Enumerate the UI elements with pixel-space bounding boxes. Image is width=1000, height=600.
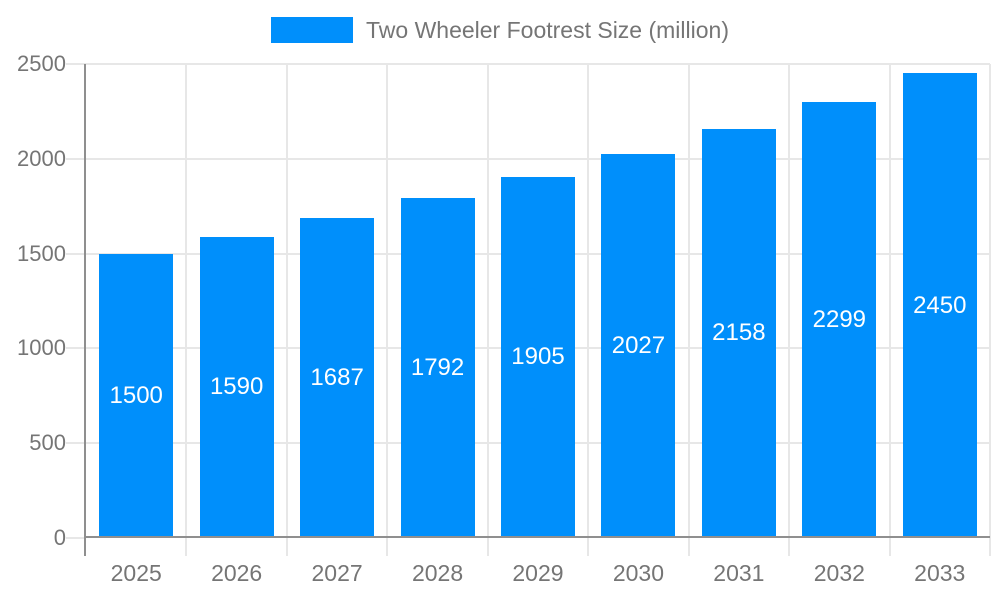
v-gridline xyxy=(386,64,389,556)
v-gridline xyxy=(989,64,991,556)
y-zero-tick xyxy=(66,537,86,539)
bar[interactable]: 2158 xyxy=(701,128,776,538)
bar-value-label: 1590 xyxy=(209,373,264,401)
y-axis-tick-label: 1500 xyxy=(17,240,66,266)
y-axis-tick-label: 1000 xyxy=(17,335,66,361)
chart-legend[interactable]: Two Wheeler Footrest Size (million) xyxy=(0,16,1000,44)
x-axis-tick-label: 2026 xyxy=(211,560,263,586)
legend-label: Two Wheeler Footrest Size (million) xyxy=(366,16,729,43)
x-axis-tick-label: 2030 xyxy=(612,560,665,586)
v-gridline xyxy=(888,64,891,556)
x-axis-line xyxy=(84,536,990,538)
y-axis-tick-label: 0 xyxy=(53,525,66,550)
x-axis-tick-label: 2027 xyxy=(311,560,363,586)
x-axis-tick-label: 2033 xyxy=(914,560,966,586)
v-gridline xyxy=(285,64,288,556)
bar[interactable]: 1590 xyxy=(199,236,274,538)
y-axis-line xyxy=(84,64,86,556)
v-gridline xyxy=(486,64,489,556)
x-axis-tick-label: 2032 xyxy=(813,560,865,586)
x-axis-tick-label: 2029 xyxy=(512,560,564,586)
bar-value-label: 1905 xyxy=(511,343,565,371)
bar[interactable]: 1905 xyxy=(501,176,575,538)
v-gridline xyxy=(687,64,690,556)
h-gridline xyxy=(66,63,990,65)
legend-swatch-icon xyxy=(271,17,353,43)
h-gridline xyxy=(66,157,990,160)
bar-value-label: 2450 xyxy=(913,291,967,319)
v-gridline xyxy=(185,64,188,556)
bar-value-label: 1792 xyxy=(410,354,465,382)
bar[interactable]: 2299 xyxy=(802,102,877,538)
bar-value-label: 2027 xyxy=(611,331,666,359)
y-axis-tick-label: 2000 xyxy=(17,145,66,171)
v-gridline xyxy=(587,64,590,556)
bar[interactable]: 1500 xyxy=(99,253,174,538)
bar[interactable]: 1687 xyxy=(300,218,375,538)
x-axis-tick-label: 2031 xyxy=(713,560,765,586)
x-axis-tick-label: 2025 xyxy=(110,560,162,586)
y-axis-tick-label: 2500 xyxy=(17,51,66,76)
bar-value-label: 1500 xyxy=(109,381,163,409)
bar[interactable]: 1792 xyxy=(400,198,475,538)
bar-value-label: 2158 xyxy=(712,319,766,347)
bar-value-label: 1687 xyxy=(310,364,364,392)
v-gridline xyxy=(788,64,791,556)
bar[interactable]: 2450 xyxy=(902,73,977,538)
x-axis-tick-label: 2028 xyxy=(411,560,464,586)
bar-value-label: 2299 xyxy=(812,306,867,334)
y-axis-tick-label: 500 xyxy=(29,430,66,456)
bar[interactable]: 2027 xyxy=(601,153,676,538)
plot-area: 1500 1590 1687 1792 1905 2027 2158 2299 2450 xyxy=(66,63,991,556)
